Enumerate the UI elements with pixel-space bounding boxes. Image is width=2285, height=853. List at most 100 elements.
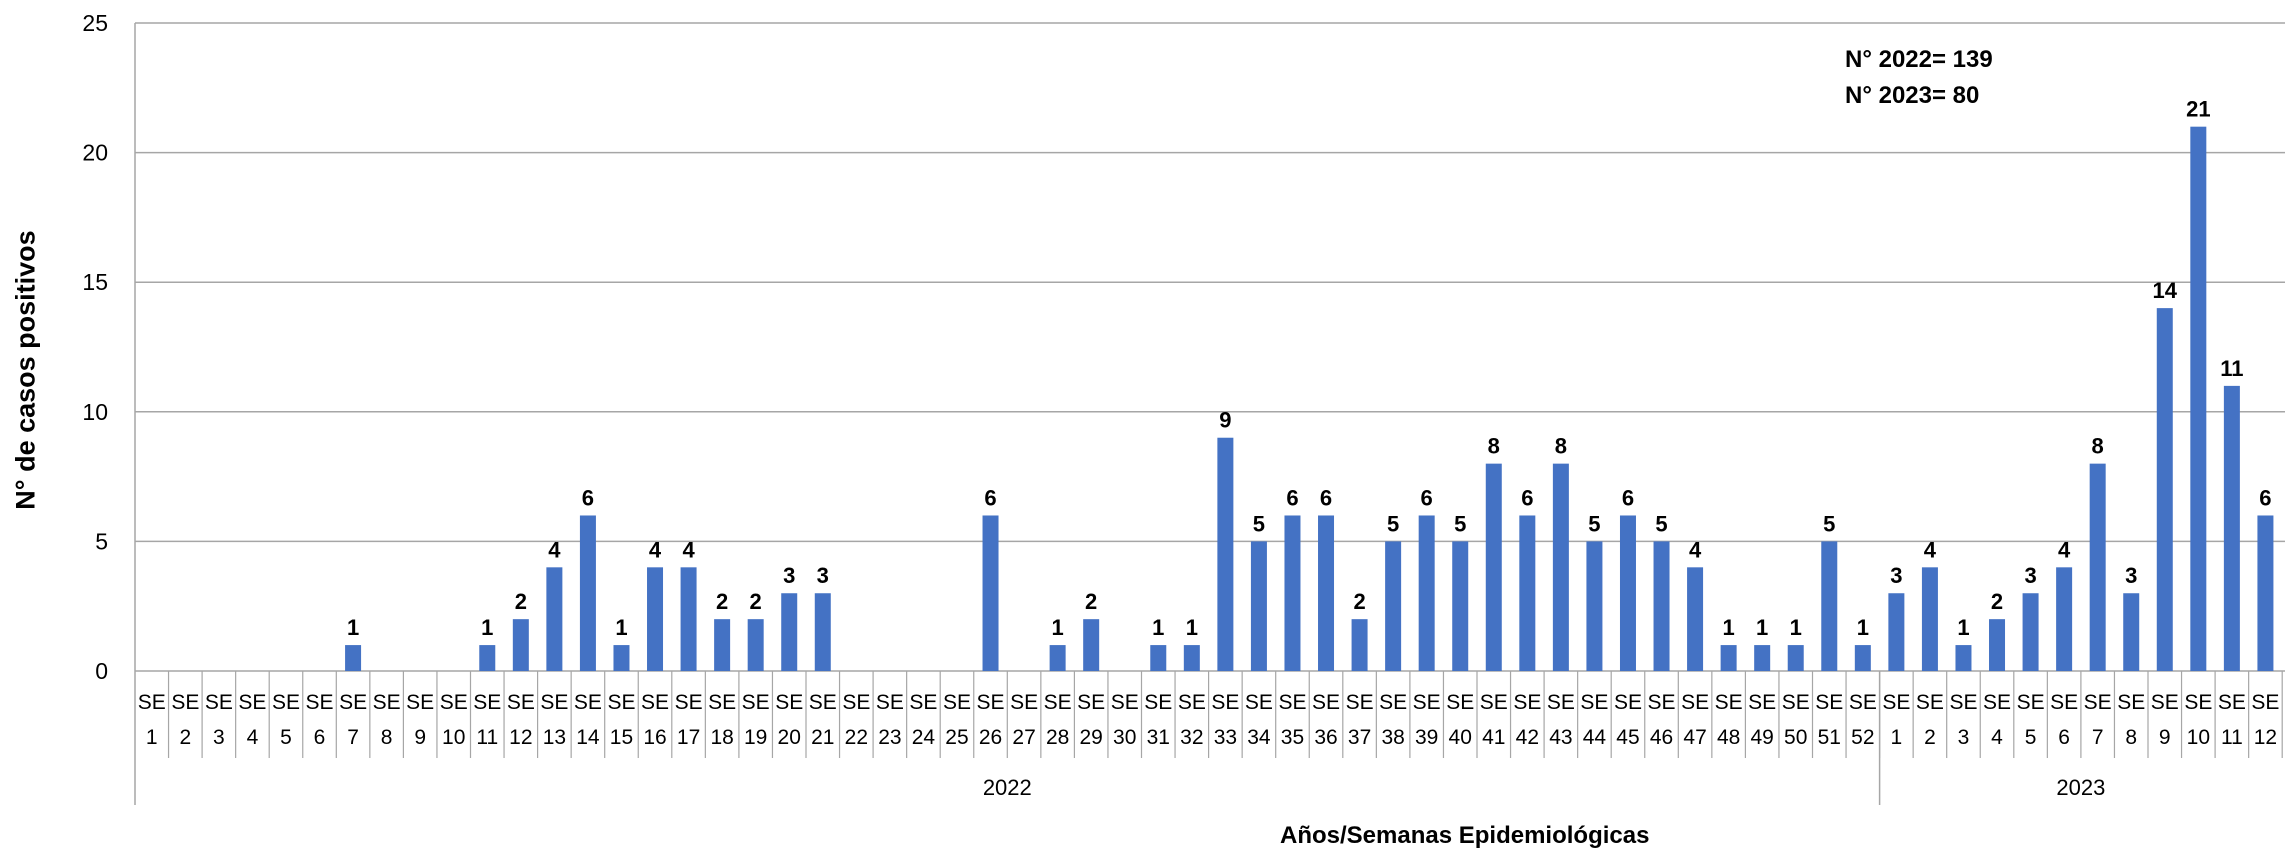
x-tick-label-number: 6 — [314, 726, 326, 749]
bar — [982, 515, 999, 671]
x-tick-label-number: 30 — [1113, 726, 1136, 749]
bar — [714, 619, 731, 671]
x-tick-label: SE — [406, 691, 434, 714]
x-tick-label: SE — [339, 691, 367, 714]
x-tick-label-number: 19 — [744, 726, 767, 749]
x-tick-label: SE — [2184, 691, 2212, 714]
x-tick-label-number: 41 — [1482, 726, 1505, 749]
bar — [1955, 645, 1972, 671]
x-tick-label-number: 3 — [1958, 726, 1970, 749]
bar — [2123, 593, 2140, 671]
data-label: 3 — [2024, 563, 2036, 588]
x-tick-label: SE — [1413, 691, 1441, 714]
x-tick-label: SE — [675, 691, 703, 714]
bar — [1452, 541, 1469, 671]
data-label: 2 — [750, 589, 762, 614]
x-tick-label-number: 39 — [1415, 726, 1438, 749]
bars — [345, 126, 2274, 672]
data-label: 2 — [1991, 589, 2003, 614]
tick-labels: 0510152025SE1SE2SE3SE4SE5SE6SE7SE8SE9SE1… — [82, 10, 2279, 800]
data-label: 6 — [1421, 485, 1433, 510]
bar — [1049, 645, 1066, 671]
x-axis-title: Años/Semanas Epidemiológicas — [1280, 822, 1650, 849]
x-tick-label: SE — [1547, 691, 1575, 714]
x-tick-label: SE — [205, 691, 233, 714]
bar — [1083, 619, 1100, 671]
x-tick-label: SE — [1077, 691, 1105, 714]
y-tick-label: 20 — [82, 140, 108, 166]
data-label: 1 — [1857, 615, 1869, 640]
bar — [1284, 515, 1301, 671]
x-tick-label: SE — [1748, 691, 1776, 714]
data-label: 1 — [1723, 615, 1735, 640]
data-label: 6 — [2259, 485, 2271, 510]
x-tick-label-number: 2 — [1924, 726, 1936, 749]
x-tick-label: SE — [909, 691, 937, 714]
group-label: 2022 — [983, 775, 1032, 800]
y-tick-label: 0 — [95, 658, 108, 684]
bar — [1183, 645, 1200, 671]
bar — [1418, 515, 1435, 671]
bar — [1351, 619, 1368, 671]
data-label: 4 — [649, 537, 662, 562]
x-tick-label: SE — [507, 691, 535, 714]
bar — [1754, 645, 1771, 671]
x-tick-label-number: 13 — [543, 726, 566, 749]
data-label: 3 — [817, 563, 829, 588]
x-tick-label: SE — [1648, 691, 1676, 714]
data-label: 1 — [481, 615, 493, 640]
x-tick-label-number: 31 — [1147, 726, 1170, 749]
x-tick-label: SE — [138, 691, 166, 714]
x-tick-label: SE — [977, 691, 1005, 714]
bar — [2156, 308, 2173, 671]
data-label: 4 — [548, 537, 561, 562]
data-label: 3 — [783, 563, 795, 588]
x-tick-label: SE — [1044, 691, 1072, 714]
x-tick-label-number: 23 — [878, 726, 901, 749]
annotation-total-2022: N° 2022= 139 — [1845, 46, 1993, 73]
bar — [1687, 567, 1704, 671]
x-tick-label: SE — [373, 691, 401, 714]
bar — [680, 567, 697, 671]
bar — [2223, 385, 2240, 671]
data-label: 1 — [1756, 615, 1768, 640]
bar — [1921, 567, 1938, 671]
data-label: 4 — [2058, 537, 2071, 562]
x-tick-label-number: 46 — [1650, 726, 1673, 749]
x-tick-label-number: 29 — [1079, 726, 1102, 749]
x-tick-label: SE — [842, 691, 870, 714]
x-tick-label-number: 43 — [1549, 726, 1572, 749]
data-label: 5 — [1387, 511, 1399, 536]
bar — [1552, 463, 1569, 671]
x-tick-label: SE — [1245, 691, 1273, 714]
data-label: 1 — [347, 615, 359, 640]
data-label: 1 — [1052, 615, 1064, 640]
data-label: 6 — [1320, 485, 1332, 510]
x-tick-label: SE — [1178, 691, 1206, 714]
bar — [647, 567, 664, 671]
x-tick-label-number: 24 — [912, 726, 936, 749]
x-tick-label: SE — [1111, 691, 1139, 714]
x-tick-label-number: 11 — [2221, 726, 2243, 749]
y-tick-label: 15 — [82, 269, 108, 295]
data-label: 3 — [1890, 563, 1902, 588]
y-tick-label: 25 — [82, 10, 108, 36]
bar — [613, 645, 630, 671]
group-label: 2023 — [2056, 775, 2105, 800]
data-label: 5 — [1588, 511, 1600, 536]
x-tick-label-number: 48 — [1717, 726, 1740, 749]
data-label: 21 — [2186, 97, 2210, 122]
x-tick-label: SE — [876, 691, 904, 714]
x-tick-label-number: 22 — [845, 726, 868, 749]
data-label: 11 — [2220, 356, 2243, 381]
data-label: 2 — [1353, 589, 1365, 614]
bar — [2056, 567, 2073, 671]
data-label: 2 — [716, 589, 728, 614]
x-tick-label: SE — [2218, 691, 2246, 714]
x-tick-label-number: 37 — [1348, 726, 1371, 749]
data-label: 1 — [1186, 615, 1198, 640]
x-tick-label: SE — [1480, 691, 1508, 714]
y-axis-title-wrap: N° de casos positivos — [4, 90, 48, 650]
bar — [546, 567, 563, 671]
